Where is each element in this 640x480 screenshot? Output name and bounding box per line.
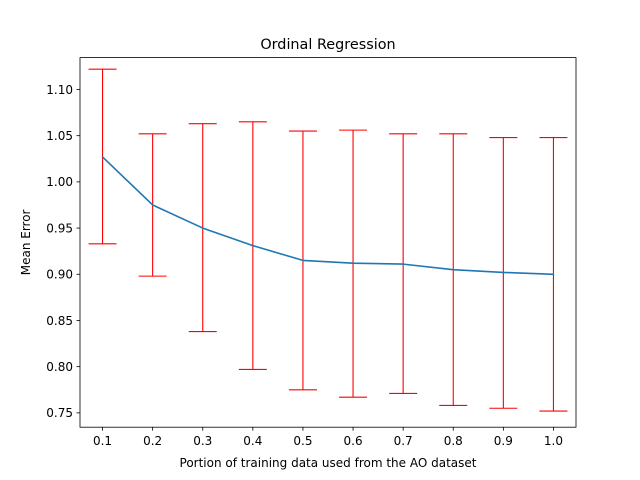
x-tick-label: 0.5 — [293, 434, 312, 448]
x-tick-label: 0.1 — [93, 434, 112, 448]
y-tick-label: 0.75 — [46, 406, 73, 420]
y-tick-label: 0.95 — [46, 221, 73, 235]
plot-area-frame — [79, 57, 577, 428]
series-lines — [101, 156, 555, 276]
y-tick-label: 1.10 — [46, 83, 73, 97]
data-point — [302, 259, 304, 262]
y-tick-label: 0.80 — [46, 360, 73, 374]
x-axis-ticks: 0.1 0.2 0.3 0.4 0.5 0.6 0.7 0.8 0.9 1.0 — [93, 427, 563, 448]
data-point — [352, 262, 354, 264]
x-tick-label: 0.2 — [143, 434, 162, 448]
x-tick-label: 0.4 — [243, 434, 262, 448]
chart-title: Ordinal Regression — [260, 37, 395, 53]
x-tick-label: 1.0 — [544, 434, 563, 448]
data-point — [201, 227, 204, 229]
data-point — [101, 156, 104, 158]
x-tick-label: 0.7 — [394, 434, 413, 448]
x-tick-label: 0.9 — [494, 434, 513, 448]
data-point — [402, 263, 404, 265]
x-axis-label: Portion of training data used from the A… — [180, 456, 477, 470]
y-tick-label: 1.00 — [46, 175, 73, 189]
x-tick-label: 0.3 — [193, 434, 212, 448]
y-axis-label: Mean Error — [19, 209, 33, 275]
series-line — [101, 156, 554, 276]
y-tick-label: 1.05 — [46, 129, 73, 143]
data-point — [151, 204, 154, 206]
x-tick-label: 0.6 — [344, 434, 363, 448]
x-tick-label: 0.8 — [444, 434, 463, 448]
y-tick-label: 0.90 — [46, 268, 73, 282]
y-axis-ticks: 0.75 0.80 0.85 0.90 0.95 1.00 1.05 1.10 — [46, 83, 80, 420]
y-tick-label: 0.85 — [46, 314, 73, 328]
data-point — [452, 268, 455, 271]
data-point — [552, 273, 555, 276]
data-point — [502, 271, 505, 274]
data-point — [252, 244, 254, 247]
